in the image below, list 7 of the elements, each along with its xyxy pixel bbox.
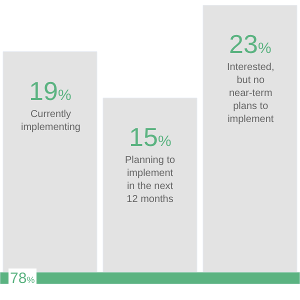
x-tick-label: Currently implementing [21,109,80,133]
x-tick-label: Interested, but no near-term plans to implement [227,62,274,125]
data-label: 78% [10,270,35,287]
data-label: 19% [29,76,72,106]
data-label: 23% [229,29,272,59]
x-tick-label: Planning to implement in the next 12 months [125,155,176,205]
data-label: 15% [129,122,172,152]
